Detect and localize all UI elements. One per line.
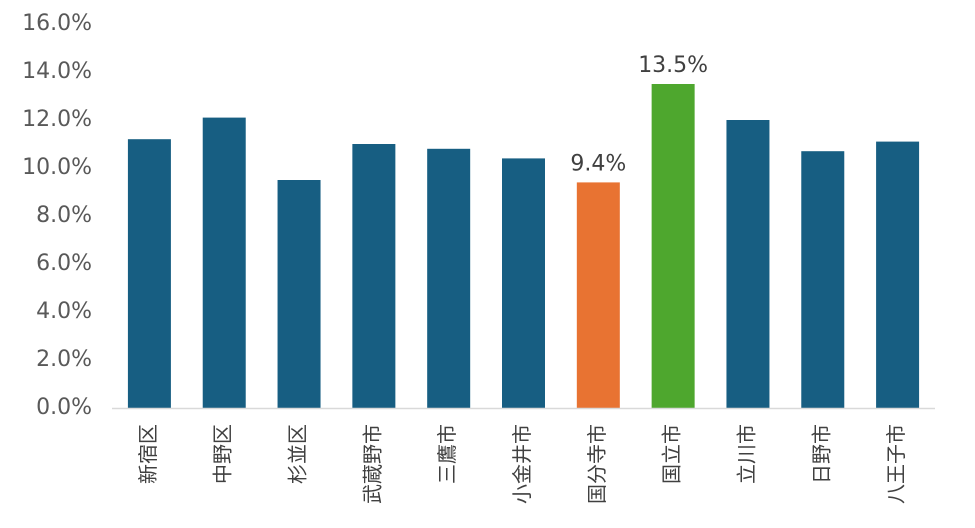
data-label: 13.5%	[638, 53, 708, 78]
x-tick-label: 八王子市	[884, 424, 908, 504]
bar	[277, 180, 321, 408]
bar	[502, 158, 545, 408]
y-tick-label: 4.0%	[36, 299, 92, 324]
bar	[726, 120, 770, 408]
y-tick-label: 10.0%	[22, 155, 92, 180]
y-tick-label: 14.0%	[22, 59, 92, 84]
bar	[651, 84, 695, 408]
bar	[202, 117, 246, 408]
y-tick-label: 16.0%	[22, 11, 92, 36]
y-tick-label: 2.0%	[36, 347, 92, 372]
y-tick-label: 8.0%	[36, 203, 92, 228]
data-label: 9.4%	[570, 151, 626, 176]
bar	[801, 151, 845, 408]
y-axis-ticks: 0.0% 2.0% 4.0% 6.0% 8.0% 10.0% 12.0% 14.0% 16.0%	[22, 11, 92, 420]
y-tick-label: 12.0%	[22, 107, 92, 132]
x-tick-label: 武蔵野市	[360, 424, 384, 504]
x-tick-label: 三鷹市	[435, 424, 459, 484]
x-tick-label: 国分寺市	[585, 424, 609, 504]
bar	[576, 182, 620, 408]
x-tick-label: 立川市	[734, 424, 758, 484]
bar	[127, 139, 171, 408]
data-labels: 9.4% 13.5%	[570, 53, 708, 176]
x-tick-label: 杉並区	[286, 424, 310, 484]
x-tick-label: 新宿区	[136, 424, 160, 484]
y-tick-label: 0.0%	[36, 395, 92, 420]
y-tick-label: 6.0%	[36, 251, 92, 276]
bar	[876, 141, 920, 408]
x-tick-label: 小金井市	[510, 424, 534, 504]
x-tick-label: 中野区	[211, 424, 235, 484]
x-axis-labels: 新宿区 中野区 杉並区 武蔵野市 三鷹市 小金井市 国分寺市 国立市 立川市 日野市 八王子市	[136, 424, 908, 504]
x-tick-label: 日野市	[809, 424, 833, 484]
bar	[352, 144, 396, 408]
x-tick-label: 国立市	[660, 424, 684, 484]
bar	[427, 148, 471, 409]
bars	[127, 84, 920, 409]
